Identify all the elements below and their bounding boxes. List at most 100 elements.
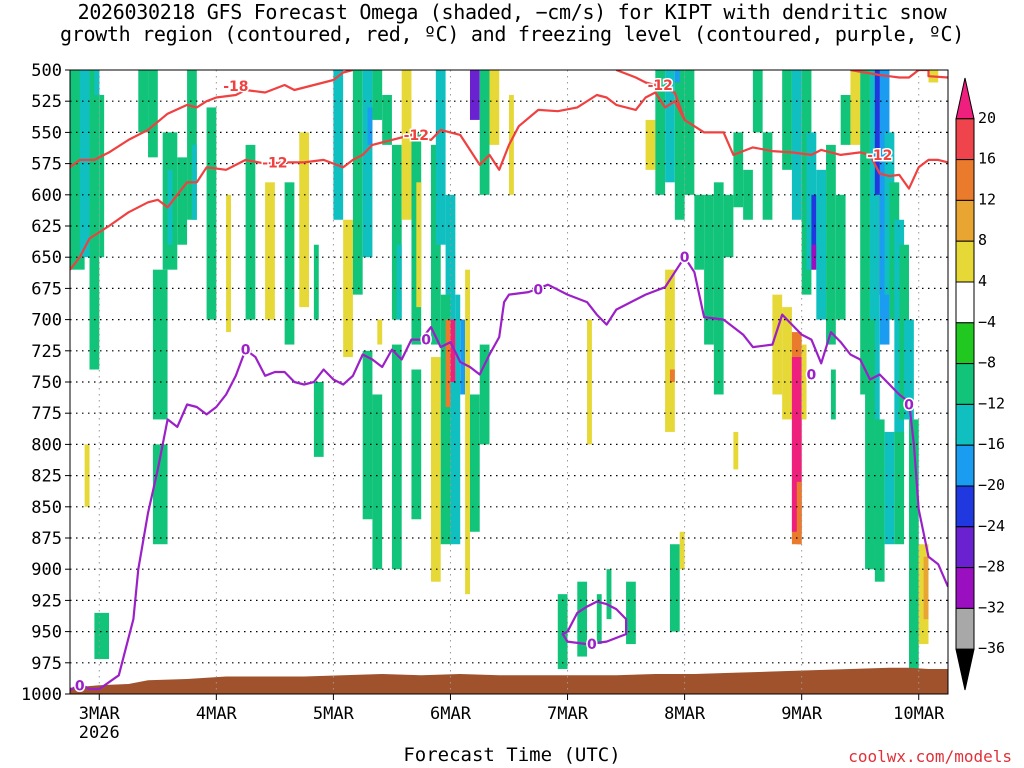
omega-cell [850, 70, 861, 145]
contour-label: -12 [648, 78, 673, 94]
y-tick-label: 700 [31, 311, 62, 331]
omega-cell [362, 70, 373, 258]
y-axis: 500 525 550 575 600 625 650 675 700 725 750 775 800 8… [21, 61, 70, 705]
omega-cell [367, 107, 373, 145]
omega-cell [874, 70, 885, 195]
y-tick-label: 550 [31, 123, 62, 143]
omega-cell [148, 70, 158, 158]
omega-cell [704, 194, 714, 345]
x-tick-label: 4MAR [196, 704, 238, 724]
omega-cell [372, 394, 383, 570]
colorbar-label: −8 [978, 354, 996, 372]
omega-cell [669, 544, 680, 632]
y-tick-label: 650 [31, 248, 62, 268]
colorbar-swatch [955, 485, 975, 528]
contour-line [70, 70, 354, 169]
omega-cell [265, 182, 275, 320]
terrain-surface [70, 667, 948, 694]
omega-cell [99, 94, 105, 258]
omega-cell [665, 269, 675, 432]
y-tick-label: 625 [31, 217, 62, 237]
grid-layer [70, 70, 948, 694]
omega-cell [801, 344, 807, 420]
omega-cell [830, 369, 836, 420]
omega-cell [469, 70, 480, 120]
colorbar-swatch [955, 199, 975, 242]
x-tick-label: 7MAR [547, 704, 589, 724]
omega-cell [860, 70, 870, 395]
colorbar-label: 4 [978, 272, 987, 290]
omega-cell [894, 431, 905, 545]
contour-line [561, 600, 628, 646]
omega-cell [167, 169, 173, 245]
omega-cell [440, 294, 451, 545]
omega-cell [752, 70, 763, 133]
contour-label: 0 [75, 678, 85, 694]
x-tick-label: 5MAR [313, 704, 355, 724]
colorbar-swatch [955, 77, 975, 120]
colorbar-label: 16 [978, 150, 996, 168]
x-tick-label: 9MAR [781, 704, 823, 724]
y-tick-label: 825 [31, 467, 62, 487]
omega-cell [343, 219, 353, 358]
colorbar-label: −12 [978, 394, 1005, 412]
y-tick-label: 775 [31, 404, 62, 424]
omega-cell [430, 357, 441, 582]
contour-label: 0 [241, 343, 251, 359]
omega-cell [679, 531, 685, 570]
y-tick-label: 525 [31, 92, 62, 112]
omega-cell [674, 70, 680, 83]
y-tick-label: 675 [31, 279, 62, 299]
omega-cell [79, 70, 90, 258]
omega-cell [904, 319, 914, 420]
x-tick-sublabel: 2026 [79, 723, 120, 743]
chart-title-line-1: 2026030218 GFS Forecast Omega (shaded, −… [77, 0, 947, 24]
omega-cell [177, 157, 188, 245]
contour-label: 0 [807, 368, 817, 384]
omega-cell [840, 94, 851, 145]
colorbar-swatch [955, 240, 975, 283]
x-tick-label: 3MAR [79, 704, 121, 724]
contour-label: -12 [262, 155, 287, 171]
omega-cell [489, 70, 500, 145]
omega-cell [665, 70, 675, 183]
omega-cell [782, 70, 792, 170]
colorbar-label: 20 [978, 109, 996, 127]
contour-layer: -18 -12 -12 -12 -12 0 0 0 0 0 0 0 0 [70, 70, 948, 694]
omega-cell [723, 194, 734, 258]
omega-cell [84, 444, 90, 507]
y-tick-label: 500 [31, 61, 62, 81]
colorbar-label: −28 [978, 558, 1005, 576]
colorbar-label: −4 [978, 313, 996, 331]
omega-cell [377, 319, 383, 345]
colorbar-swatch [955, 281, 975, 324]
y-tick-label: 975 [31, 654, 62, 674]
colorbar-swatch [955, 444, 975, 487]
omega-cell [874, 419, 885, 582]
contour-line [70, 91, 948, 271]
y-tick-label: 725 [31, 342, 62, 362]
omega-cell [865, 319, 875, 570]
y-tick-label: 925 [31, 591, 62, 611]
y-tick-label: 850 [31, 498, 62, 518]
omega-cell [733, 431, 739, 470]
omega-cell [894, 219, 905, 445]
colorbar-label: 12 [978, 190, 996, 208]
omega-cell [826, 144, 836, 345]
omega-cell [811, 194, 817, 258]
omega-cell [362, 350, 373, 520]
colorbar-swatch [955, 363, 975, 405]
omega-cell [469, 394, 480, 532]
omega-cell [645, 119, 656, 170]
colorbar-swatch [955, 322, 975, 365]
omega-cell [152, 444, 168, 545]
omega-cell [450, 319, 456, 395]
omega-cell [908, 419, 919, 670]
colorbar-label: 8 [978, 231, 987, 249]
omega-cell [674, 70, 685, 220]
terrain-layer [70, 667, 948, 694]
omega-cell [796, 481, 802, 545]
site-credit: coolwx.com/models [848, 747, 1012, 766]
contour-label: 0 [587, 637, 597, 653]
colorbar-label: −36 [978, 639, 1005, 657]
